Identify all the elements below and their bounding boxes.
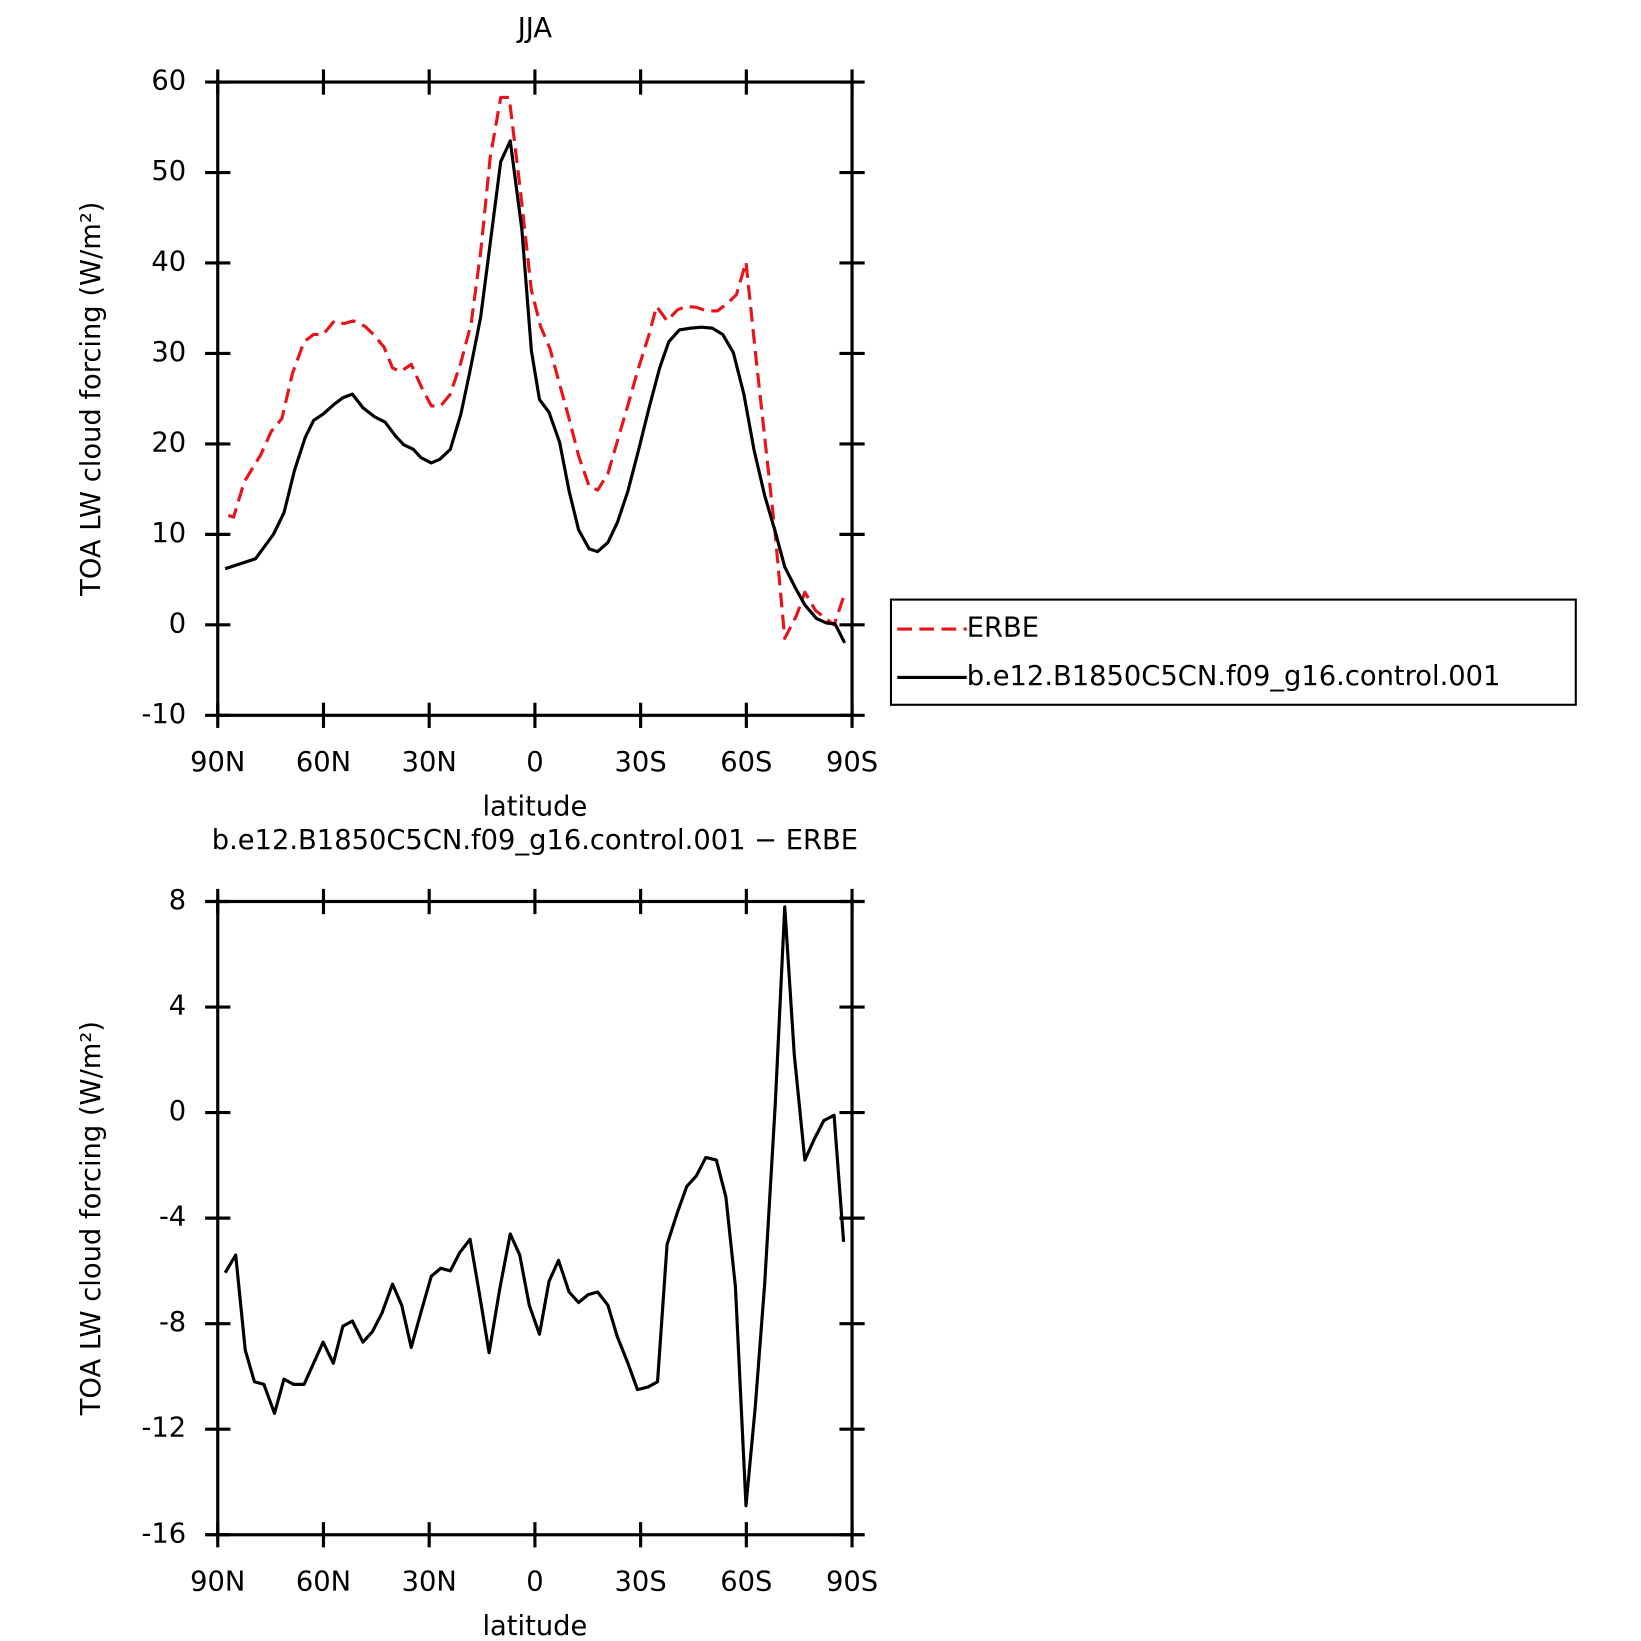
x-tick-label: 30N: [402, 1567, 457, 1598]
y-tick-label: 60: [151, 66, 186, 97]
plot-frame: [216, 80, 854, 717]
x-tick-label: 90S: [826, 747, 878, 778]
legend-box: [889, 598, 1577, 706]
x-tick-label: 60S: [720, 1567, 772, 1598]
y-tick-label: -10: [142, 699, 187, 730]
x-tick-label: 30S: [615, 1567, 667, 1598]
y-tick-label: -4: [159, 1202, 186, 1233]
x-tick-label: 90S: [826, 1567, 878, 1598]
x-tick-label: 90N: [190, 747, 245, 778]
y-tick-label: 4: [169, 991, 186, 1022]
x-axis-label: latitude: [482, 791, 587, 822]
legend-label: b.e12.B1850C5CN.f09_g16.control.001: [967, 661, 1501, 692]
x-tick-label: 30N: [402, 747, 457, 778]
data-line: [227, 95, 846, 640]
data-line: [224, 139, 847, 644]
x-tick-label: 0: [526, 1567, 543, 1598]
plot-frame: [216, 899, 854, 1537]
y-tick-label: -12: [142, 1413, 187, 1444]
y-tick-label: 40: [151, 246, 186, 277]
y-tick-label: 30: [151, 337, 186, 368]
legend-label: ERBE: [967, 613, 1039, 644]
y-tick-label: 0: [169, 608, 186, 639]
x-tick-label: 60N: [296, 1567, 351, 1598]
x-tick-label: 60N: [296, 747, 351, 778]
y-tick-label: -16: [142, 1518, 187, 1549]
x-tick-label: 0: [526, 747, 543, 778]
x-axis-label: latitude: [482, 1611, 587, 1641]
chart-title: JJA: [516, 13, 553, 44]
y-tick-label: 0: [169, 1096, 186, 1127]
y-tick-label: 8: [169, 885, 186, 916]
y-axis-label: TOA LW cloud forcing (W/m²): [76, 1021, 107, 1416]
x-tick-label: 30S: [615, 747, 667, 778]
x-tick-label: 60S: [720, 747, 772, 778]
chart-title: b.e12.B1850C5CN.f09_g16.control.001 − ER…: [212, 825, 858, 856]
x-tick-label: 90N: [190, 1567, 245, 1598]
y-tick-label: 50: [151, 156, 186, 187]
y-tick-label: -8: [159, 1307, 186, 1338]
y-axis-label: TOA LW cloud forcing (W/m²): [76, 202, 107, 597]
y-tick-label: 10: [151, 518, 186, 549]
data-line: [223, 905, 846, 1508]
y-tick-label: 20: [151, 427, 186, 458]
